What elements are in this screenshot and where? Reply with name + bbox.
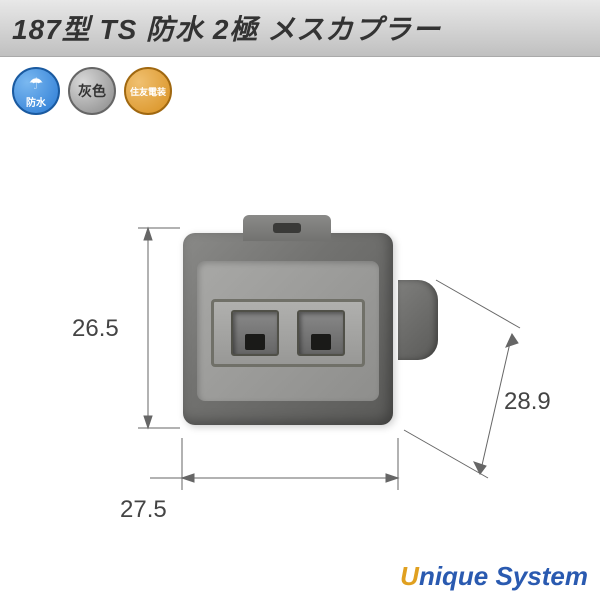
badge-label: 防水 <box>26 94 46 109</box>
badge-row: ☂ 防水 灰色 住友電装 <box>0 57 600 125</box>
cavity-1 <box>231 310 279 356</box>
dim-depth: 28.9 <box>504 388 551 416</box>
dim-height: 26.5 <box>72 315 119 343</box>
logo-rest: nique System <box>419 561 588 591</box>
umbrella-icon: ☂ <box>29 74 43 94</box>
connector-illustration <box>175 215 420 430</box>
waterproof-badge: ☂ 防水 <box>12 67 60 115</box>
cavity-2 <box>297 310 345 356</box>
badge-label: 住友電装 <box>130 85 166 98</box>
manufacturer-badge: 住友電装 <box>124 67 172 115</box>
connector-rear-barrel <box>398 280 438 360</box>
brand-logo: Unique System <box>400 561 588 592</box>
cavity-housing <box>211 299 365 367</box>
logo-first-letter: U <box>400 561 419 591</box>
product-title: 187型 TS 防水 2極 メスカプラー <box>12 8 588 48</box>
badge-label: 灰色 <box>78 81 106 101</box>
dim-width: 27.5 <box>120 496 167 524</box>
dimension-diagram: 26.5 27.5 28.9 <box>0 120 600 560</box>
color-badge: 灰色 <box>68 67 116 115</box>
title-bar: 187型 TS 防水 2極 メスカプラー <box>0 0 600 57</box>
connector-latch <box>243 215 331 241</box>
connector-front-face <box>197 261 379 401</box>
